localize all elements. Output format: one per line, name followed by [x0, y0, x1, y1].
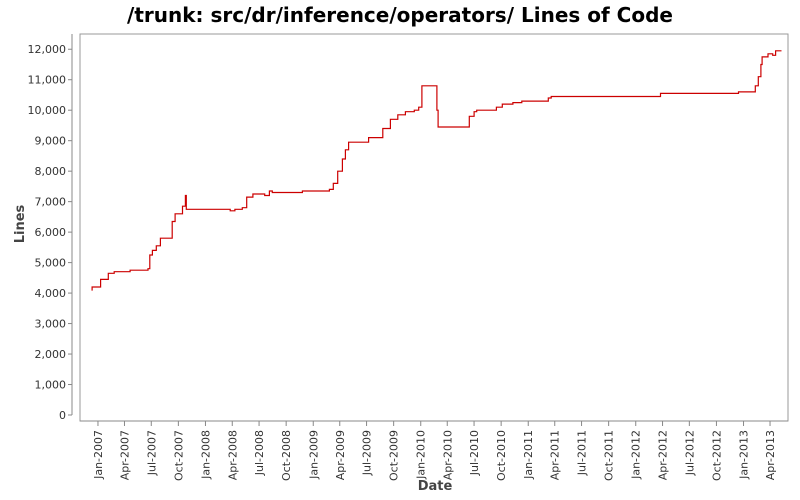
y-tick-label: 10,000	[28, 104, 67, 117]
x-tick-label: Apr-2013	[764, 430, 777, 480]
y-tick-label: 3,000	[35, 318, 67, 331]
y-tick-label: 4,000	[35, 287, 67, 300]
x-tick-label: Jan-2009	[307, 430, 320, 480]
series-layer	[91, 50, 782, 291]
y-axis-title: Lines	[13, 204, 28, 243]
y-tick-label: 8,000	[35, 165, 67, 178]
x-tick-label: Apr-2008	[226, 430, 239, 480]
x-tick-label: Jul-2012	[683, 430, 696, 476]
x-tick-label: Oct-2011	[603, 430, 616, 481]
x-tick-label: Jan-2008	[199, 430, 212, 480]
x-tick-label: Jul-2010	[468, 430, 481, 476]
x-tick-label: Apr-2011	[549, 430, 562, 480]
x-tick-label: Jan-2013	[738, 430, 751, 480]
x-tick-label: Oct-2009	[388, 430, 401, 481]
x-tick-label: Apr-2009	[334, 430, 347, 480]
x-tick-label: Jul-2011	[576, 430, 589, 476]
series-line-0	[91, 50, 782, 291]
y-tick-label: 0	[59, 409, 66, 422]
x-axis-title: Date	[418, 479, 453, 494]
x-tick-label: Jan-2011	[522, 430, 535, 480]
x-tick-label: Jul-2008	[253, 430, 266, 476]
chart-title: /trunk: src/dr/inference/operators/ Line…	[127, 3, 673, 27]
x-tick-label: Oct-2007	[172, 430, 185, 481]
y-tick-label: 2,000	[35, 348, 67, 361]
x-tick-label: Oct-2010	[495, 430, 508, 481]
x-tick-label: Apr-2007	[118, 430, 131, 480]
x-tick-label: Jul-2007	[145, 430, 158, 476]
x-tick-label: Apr-2010	[441, 430, 454, 480]
x-tick-label: Jul-2009	[361, 430, 374, 476]
plot-area	[79, 33, 789, 422]
x-tick-label: Jan-2007	[92, 430, 105, 480]
x-tick-label: Oct-2008	[280, 430, 293, 481]
y-tick-label: 6,000	[35, 226, 67, 239]
x-tick-label: Apr-2012	[657, 430, 670, 480]
y-axis: 0 1,000 2,000 3,000 4,000 5,000 6,000 7,000 8,00…	[28, 43, 72, 422]
x-tick-label: Jan-2010	[415, 430, 428, 480]
y-tick-label: 7,000	[35, 196, 67, 209]
x-axis: Jan-2007 Apr-2007 Jul-2007 Oct-2007 Jan-2008…	[92, 421, 777, 481]
y-tick-label: 5,000	[35, 257, 67, 270]
y-tick-label: 9,000	[35, 135, 67, 148]
y-tick-label: 12,000	[28, 43, 67, 56]
x-tick-label: Oct-2012	[710, 430, 723, 481]
y-tick-label: 1,000	[35, 379, 67, 392]
x-tick-label: Jan-2012	[630, 430, 643, 480]
y-tick-label: 11,000	[28, 74, 67, 87]
